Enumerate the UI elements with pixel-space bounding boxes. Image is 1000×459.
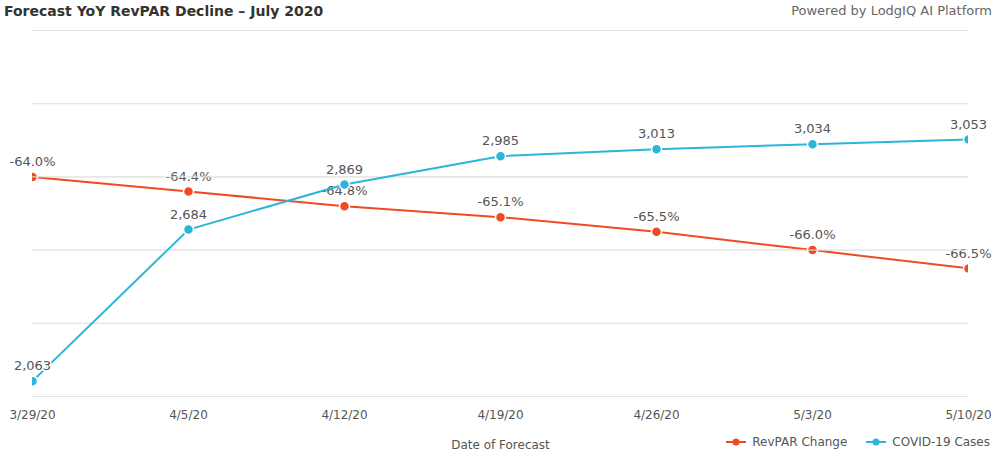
svg-text:-66.0%: -66.0% <box>790 227 836 242</box>
svg-text:-64.8%: -64.8% <box>321 183 368 199</box>
svg-text:4/12/20: 4/12/20 <box>321 408 367 422</box>
svg-text:2,063: 2,063 <box>14 358 51 373</box>
svg-text:-66.5%: -66.5% <box>946 246 992 261</box>
svg-text:-65.5%: -65.5% <box>634 209 680 224</box>
html-text:RevPAR Change: RevPAR Change <box>752 435 848 449</box>
svg-text:5/10/20: 5/10/20 <box>945 408 991 422</box>
html-text:Powered by LodgIQ AI Platform: Powered by LodgIQ AI Platform <box>791 3 992 18</box>
svg-text:4/26/20: 4/26/20 <box>633 408 679 422</box>
svg-text:2,684: 2,684 <box>170 207 207 222</box>
svg-text:-65.1%: -65.1% <box>478 194 524 209</box>
svg-text:3,053: 3,053 <box>950 117 987 132</box>
svg-text:4/19/20: 4/19/20 <box>477 408 523 422</box>
svg-text:3,013: 3,013 <box>638 126 675 141</box>
svg-text:3/29/20: 3/29/20 <box>9 408 55 422</box>
svg-text:2,985: 2,985 <box>482 133 519 148</box>
svg-text:-64.0%: -64.0% <box>10 154 56 169</box>
html-text:COVID-19 Cases: COVID-19 Cases <box>892 435 990 449</box>
svg-text:3,034: 3,034 <box>794 121 831 136</box>
svg-text:-64.4%: -64.4% <box>166 169 212 184</box>
svg-text:2,869: 2,869 <box>326 162 363 177</box>
svg-text:5/3/20: 5/3/20 <box>793 408 832 422</box>
svg-text:Date of Forecast: Date of Forecast <box>451 438 550 452</box>
svg-text:4/5/20: 4/5/20 <box>169 408 208 422</box>
html-text:Forecast YoY RevPAR Decline –: Forecast YoY RevPAR Decline – July 2020 <box>4 3 324 19</box>
